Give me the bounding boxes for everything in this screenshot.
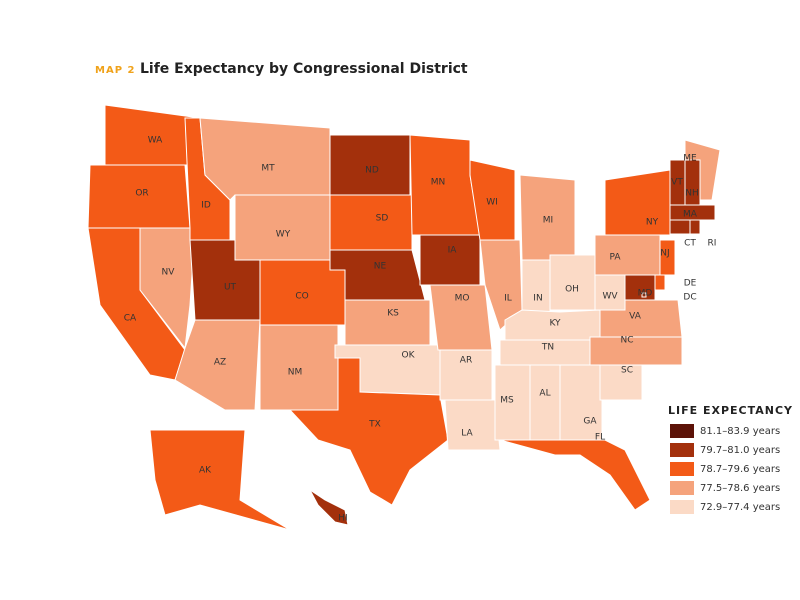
state-label: CA [124,314,137,324]
state-label: NJ [660,249,669,259]
state-label: NM [288,368,303,378]
state-label: NV [162,268,176,278]
state-label: CT [684,239,696,249]
state [641,292,647,298]
state [594,234,661,276]
state-label: GA [583,417,597,427]
state-label: AZ [214,358,226,368]
legend-swatch [670,481,694,495]
state-label: AL [539,389,550,399]
state [444,399,501,451]
state-label: MO [455,294,470,304]
state [669,204,716,221]
state-label: IN [533,294,542,304]
state [199,117,331,201]
state-label: DC [683,293,696,303]
state [309,489,349,526]
state-label: IA [448,246,458,256]
legend: LIFE EXPECTANCY 81.1–83.9 years 79.7–81.0… [668,404,793,514]
state-label: AK [199,466,212,476]
state-label: DE [684,279,697,289]
state-label: ME [683,154,697,164]
legend-label: 79.7–81.0 years [700,445,780,456]
state [529,364,561,441]
state-label: MS [500,396,514,406]
state-label: FL [595,433,605,443]
state [234,194,331,261]
state-label: RI [708,239,717,249]
state-label: OH [565,285,579,295]
state-label: MT [261,164,275,174]
state-label: SD [376,214,389,224]
state-label: NY [646,218,659,228]
state-label: MD [638,289,653,299]
state [499,439,651,511]
state-label: CO [295,292,308,302]
state-label: WY [276,230,291,240]
state [139,227,196,350]
state-label: KS [387,309,399,319]
legend-swatch [670,424,694,438]
state-label: UT [224,283,237,293]
state [624,274,656,301]
state-label: KY [549,319,561,329]
us-map: WA OR CA NV ID MT WY UT CO AZ NM ND SD NE KS OK TX MN IA MO… [87,104,721,531]
legend-swatch [670,462,694,476]
state [589,336,683,366]
state-label: WI [486,198,498,208]
state-label: AR [460,356,472,366]
state-label: VT [671,178,683,188]
state [549,254,596,311]
state-label: MI [543,216,553,226]
state [669,219,691,235]
state [344,299,431,346]
state-label: SC [621,366,633,376]
state-label: NC [620,336,633,346]
state-label: TN [541,343,554,353]
state [419,234,481,286]
state [559,364,603,441]
state [521,259,551,313]
state-label: VA [629,312,642,322]
legend-label: 77.5–78.6 years [700,483,780,494]
state-label: PA [609,253,621,263]
state-label: WA [148,136,163,146]
state [174,319,261,411]
legend-title: LIFE EXPECTANCY [668,404,793,417]
state-label: HI [338,514,347,524]
state-label: OK [402,351,416,361]
map-number: MAP 2 [95,65,135,76]
state [654,274,666,291]
state-label: NE [374,262,387,272]
state [659,239,676,276]
legend-swatch [670,443,694,457]
state-label: ND [365,166,379,176]
state-label: MN [431,178,446,188]
legend-swatch [670,500,694,514]
state-label: NH [685,189,699,199]
state-label: TX [368,420,381,430]
state-label: WV [602,292,618,302]
state [689,219,701,235]
state-label: LA [461,429,473,439]
legend-label: 78.7–79.6 years [700,464,780,475]
state-label: ID [201,201,211,211]
state-label: OR [135,189,148,199]
state-label: IL [504,294,512,304]
legend-label: 72.9–77.4 years [700,502,780,513]
state [329,194,413,251]
legend-label: 81.1–83.9 years [700,426,780,437]
state [604,169,673,236]
map-title: Life Expectancy by Congressional Distric… [140,61,468,77]
state-label: MA [683,210,698,220]
state [149,429,291,531]
